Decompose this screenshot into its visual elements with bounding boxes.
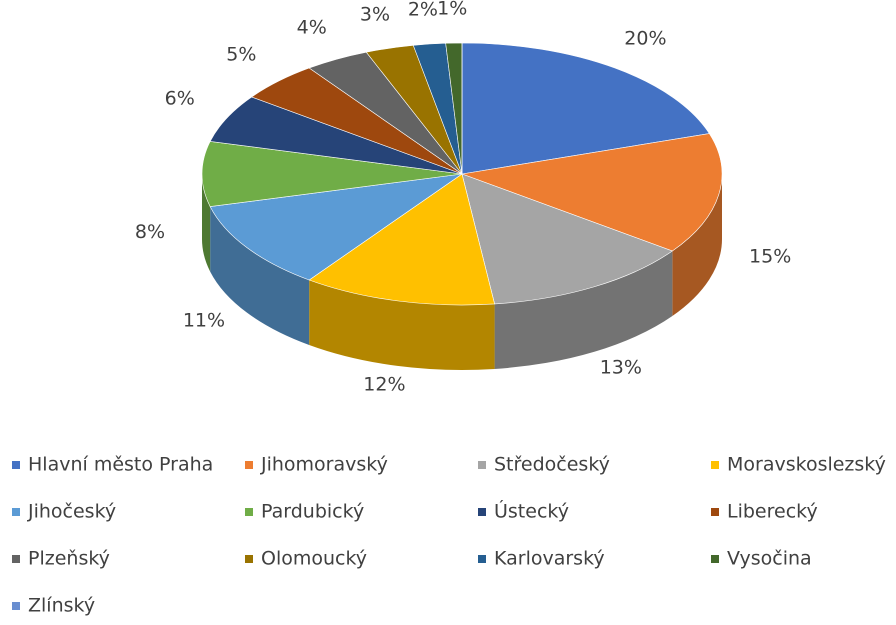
pie-tops <box>201 42 723 306</box>
legend-swatch <box>245 555 253 563</box>
legend-swatch <box>245 508 253 516</box>
legend-label: Moravskoslezský <box>727 454 886 476</box>
legend-swatch <box>478 461 486 469</box>
legend-label: Hlavní město Praha <box>28 454 213 476</box>
data-label: 5% <box>226 43 256 65</box>
pie-slice <box>209 173 463 281</box>
data-label: 6% <box>165 88 195 110</box>
legend-label: Vysočina <box>727 548 812 570</box>
legend-label: Ústecký <box>494 499 569 523</box>
legend-swatch <box>478 555 486 563</box>
pie-side <box>309 279 495 371</box>
legend-swatch <box>12 602 20 610</box>
legend-label: Plzeňský <box>28 548 110 570</box>
pie-side <box>210 206 310 345</box>
data-label: 2% <box>408 0 438 21</box>
legend-label: Středočeský <box>494 454 610 476</box>
legend-label: Jihočeský <box>27 501 116 523</box>
pie-slice <box>201 141 463 207</box>
legend-swatch <box>12 461 20 469</box>
legend-swatch <box>711 461 719 469</box>
data-label: 8% <box>135 221 165 243</box>
data-label: 12% <box>363 373 405 395</box>
data-label: 13% <box>600 356 642 378</box>
legend-label: Jihomoravský <box>260 454 388 476</box>
data-label: 20% <box>624 27 666 49</box>
legend-label: Olomoucký <box>261 548 367 570</box>
legend-swatch <box>12 555 20 563</box>
data-label: 15% <box>749 246 791 268</box>
legend-swatch <box>12 508 20 516</box>
pie-side <box>202 174 211 272</box>
pie-side <box>494 250 673 369</box>
legend-swatch <box>711 508 719 516</box>
pie-side <box>672 174 722 316</box>
data-label: 1% <box>437 0 467 19</box>
legend-label: Pardubický <box>261 501 364 523</box>
data-label: 11% <box>183 309 225 331</box>
legend-swatch <box>245 461 253 469</box>
legend-label: Zlínský <box>28 595 95 617</box>
legend-swatch <box>711 555 719 563</box>
pie-slice <box>461 173 673 305</box>
data-label: 4% <box>297 17 327 39</box>
legend: Hlavní město Praha Jihomoravský Středočesk… <box>12 454 886 617</box>
legend-swatch <box>478 508 486 516</box>
data-labels: 20% 15% 13% 12% 11% 8% 6% 5% 4% 3% 2% 1% <box>135 0 791 395</box>
pie-slice <box>461 42 710 175</box>
pie-slice <box>460 133 723 252</box>
legend-label: Karlovarský <box>494 548 605 570</box>
data-label: 3% <box>360 4 390 26</box>
pie-sides <box>202 174 722 371</box>
pie-slice <box>308 173 495 306</box>
legend-label: Liberecký <box>727 501 818 523</box>
